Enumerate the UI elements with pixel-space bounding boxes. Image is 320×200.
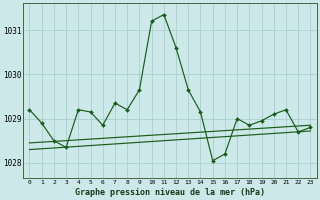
- X-axis label: Graphe pression niveau de la mer (hPa): Graphe pression niveau de la mer (hPa): [75, 188, 265, 197]
